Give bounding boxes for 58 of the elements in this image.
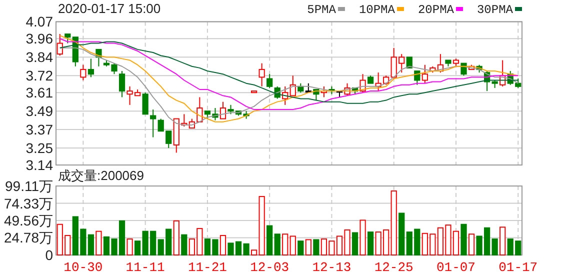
x-tick-label: 12-13 bbox=[312, 260, 352, 275]
y-tick-label: 99.11万 bbox=[5, 178, 53, 194]
y-tick-label: 3.72 bbox=[26, 68, 54, 84]
y-tick-label: 3.14 bbox=[26, 157, 54, 173]
y-tick-label: 0 bbox=[45, 247, 54, 263]
y-tick-label: 3.49 bbox=[26, 103, 54, 120]
legend-item: 10PMA bbox=[358, 3, 404, 17]
bar bbox=[266, 225, 273, 256]
y-tick-label: 4.07 bbox=[26, 14, 54, 30]
legend-label: 30PMA bbox=[476, 3, 514, 17]
bar bbox=[181, 234, 188, 256]
legend-label: 10PMA bbox=[358, 3, 396, 17]
chart-title: 成交量:200069 bbox=[58, 168, 144, 183]
bar bbox=[290, 236, 296, 256]
x-tick-label: 12-25 bbox=[374, 260, 414, 275]
line-series bbox=[59, 35, 519, 122]
bar bbox=[460, 224, 467, 256]
bar bbox=[173, 220, 180, 256]
bar bbox=[468, 234, 475, 256]
x-tick-label: 01-17 bbox=[498, 260, 538, 275]
y-tick-label: 24.78万 bbox=[4, 230, 53, 246]
x-tick-label: 01-07 bbox=[436, 260, 476, 275]
bar bbox=[398, 212, 405, 256]
y-tick-label: 3.84 bbox=[26, 49, 54, 66]
bar bbox=[500, 226, 506, 256]
bar bbox=[305, 239, 312, 256]
x-tick-label: 11-21 bbox=[188, 260, 228, 275]
bar bbox=[126, 238, 133, 256]
legend-item: 5PMA bbox=[307, 3, 345, 17]
bar bbox=[360, 220, 366, 256]
y-tick-label: 3.61 bbox=[26, 84, 54, 101]
chart-title: 2020-01-17 15:00 bbox=[58, 1, 161, 16]
y-tick-label: 3.25 bbox=[26, 140, 54, 156]
y-tick-label: 3.96 bbox=[26, 30, 54, 47]
legend-item: 30PMA bbox=[476, 3, 522, 17]
bar bbox=[367, 232, 374, 256]
bar bbox=[258, 196, 265, 256]
bar bbox=[88, 234, 94, 256]
legend-label: 20PMA bbox=[418, 3, 455, 17]
bar bbox=[274, 234, 280, 256]
bar bbox=[352, 232, 358, 256]
y-tick-label: 3.37 bbox=[26, 122, 54, 138]
bar bbox=[96, 230, 102, 256]
y-tick-label: 49.56万 bbox=[4, 212, 53, 228]
x-tick-label: 12-03 bbox=[250, 260, 290, 275]
x-tick-label: 11-11 bbox=[126, 260, 166, 275]
bar bbox=[390, 190, 397, 256]
legend-label: 5PMA bbox=[307, 3, 337, 17]
x-tick-label: 10-30 bbox=[64, 260, 103, 275]
bar bbox=[282, 234, 288, 256]
bar bbox=[492, 238, 498, 256]
legend-item: 20PMA bbox=[418, 3, 463, 17]
bar bbox=[220, 235, 226, 256]
bar bbox=[250, 250, 258, 256]
bar bbox=[134, 240, 141, 256]
bar bbox=[313, 239, 320, 256]
y-tick-label: 74.33万 bbox=[4, 195, 53, 212]
bar bbox=[298, 240, 304, 256]
